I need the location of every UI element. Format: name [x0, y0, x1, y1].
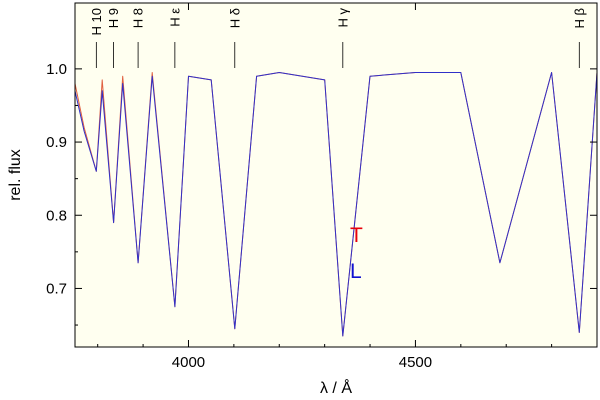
y-tick-label: 1.0: [46, 61, 67, 78]
line-id-label: H 9: [106, 8, 121, 28]
line-id-label: H δ: [227, 8, 242, 28]
y-axis-label: rel. flux: [7, 149, 24, 201]
x-tick-label: 4500: [399, 354, 432, 371]
tick-layer: 4000 4500 0.7 0.8 0.9 1.0: [46, 3, 598, 371]
legend-label-L: L: [350, 260, 362, 283]
series-line-L: [75, 72, 597, 337]
line-id-label: H 8: [131, 8, 146, 28]
plot-area: [75, 3, 597, 347]
line-label-layer: H 10 H 9 H 8 H ε H δ H γ H β: [89, 8, 587, 68]
x-tick-label: 4000: [172, 354, 205, 371]
legend-label-T: T: [350, 224, 363, 247]
series-layer: [75, 72, 597, 337]
plot-frame: [74, 2, 598, 348]
x-axis-label: λ / Å: [320, 378, 352, 397]
legend: TL: [350, 224, 363, 283]
line-id-label: H β: [572, 8, 587, 28]
line-id-label: H ε: [167, 8, 182, 27]
y-tick-label: 0.7: [46, 280, 67, 297]
line-id-label: H γ: [335, 8, 350, 28]
y-tick-label: 0.9: [46, 134, 67, 151]
y-tick-label: 0.8: [46, 207, 67, 224]
line-id-label: H 10: [89, 8, 104, 35]
